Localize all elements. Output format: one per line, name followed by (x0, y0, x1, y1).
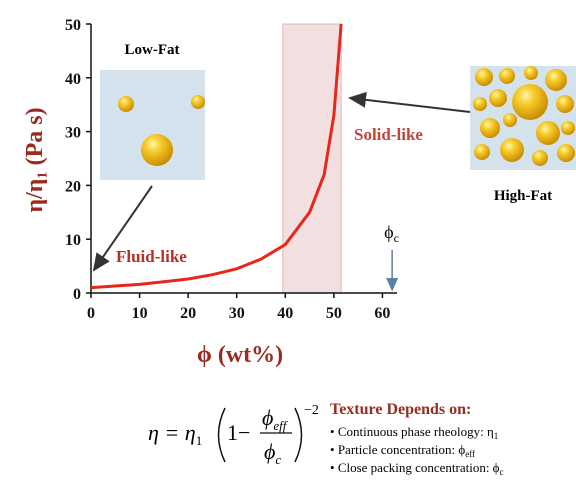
item-sub: eff (465, 449, 475, 459)
y-tick-label: 40 (65, 71, 81, 88)
formula-one: 1− (227, 420, 250, 445)
texture-title: Texture Depends on: (330, 401, 471, 418)
y-tick-label: 10 (65, 232, 81, 249)
item-text: Particle concentration: ϕ (338, 442, 466, 457)
solid-label: Solid-like (354, 125, 423, 144)
item-text: Continuous phase rheology: η (338, 424, 494, 439)
critical-sub: c (394, 231, 399, 245)
high-fat-label: High-Fat (494, 188, 552, 204)
x-axis-label: ϕ (wt%) (197, 342, 283, 368)
y-tick-label: 30 (65, 125, 81, 142)
x-tick-label: 50 (326, 305, 342, 322)
item-sub: 1 (494, 431, 499, 441)
formula-den: ϕc (264, 439, 281, 467)
figure: 0 10 20 30 40 50 0 10 20 30 40 50 60 η/η₁ (Pa s) ϕ (wt… (0, 0, 576, 485)
bullet: • (330, 460, 338, 475)
y-tick-label: 20 (65, 178, 81, 195)
texture-item: • Close packing concentration: ϕc (330, 460, 504, 477)
formula-exponent: −2 (304, 403, 319, 418)
droplet (191, 95, 205, 109)
y-tick-label: 0 (73, 286, 81, 303)
x-tick-label: 30 (229, 305, 245, 322)
formula-lhs: η = η1 (148, 420, 202, 448)
shaded-region (283, 24, 341, 293)
plot: 0 10 20 30 40 50 0 10 20 30 40 50 60 η/η₁ (Pa s) ϕ (wt… (22, 17, 399, 368)
formula-num: ϕeff (262, 405, 289, 433)
y-axis-label: η/η₁ (Pa s) (22, 107, 48, 212)
texture-list: • Continuous phase rheology: η1• Particl… (330, 424, 504, 477)
x-tick-label: 0 (87, 305, 95, 322)
item-text: Close packing concentration: ϕ (338, 460, 500, 475)
critical-symbol: ϕ (384, 222, 393, 242)
item-sub: c (500, 467, 504, 477)
droplet (118, 96, 134, 112)
arrow (350, 98, 470, 112)
formula: η = η1 1− ϕeff ϕc −2 (148, 403, 319, 467)
paren (219, 408, 226, 462)
texture-item: • Particle concentration: ϕeff (330, 442, 475, 459)
critical-label: ϕc (384, 222, 399, 245)
low-fat-label: Low-Fat (125, 42, 180, 58)
x-tick-label: 40 (277, 305, 293, 322)
fluid-label: Fluid-like (116, 247, 187, 266)
droplet (141, 134, 173, 166)
x-tick-label: 60 (374, 305, 390, 322)
y-tick-label: 50 (65, 17, 81, 34)
paren (295, 408, 302, 462)
x-tick-label: 20 (180, 305, 196, 322)
x-tick-label: 10 (132, 305, 148, 322)
bullet: • (330, 442, 338, 457)
texture-item: • Continuous phase rheology: η1 (330, 424, 498, 441)
bullet: • (330, 424, 338, 439)
